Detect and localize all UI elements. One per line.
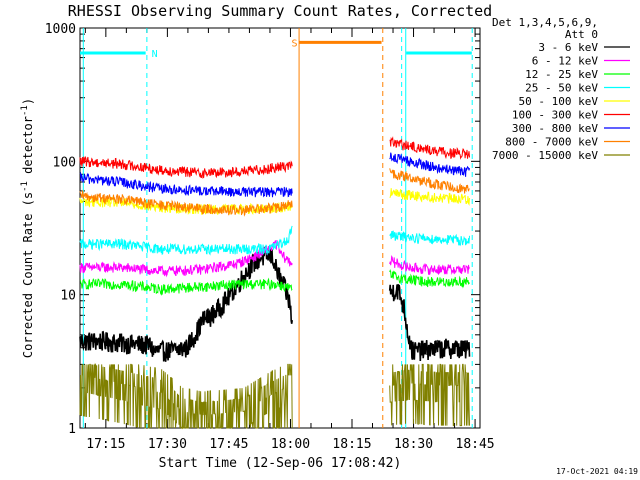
series-line bbox=[79, 225, 293, 256]
legend-header: Att 0 bbox=[565, 28, 598, 41]
y-tick-label: 1000 bbox=[45, 22, 76, 37]
series-line bbox=[79, 171, 293, 198]
y-axis-label-part-2: detector bbox=[21, 116, 35, 181]
legend-entry-label: 50 - 100 keV bbox=[519, 95, 599, 108]
series-line bbox=[79, 189, 293, 217]
x-tick-label: 18:00 bbox=[271, 437, 310, 452]
x-tick-label: 17:30 bbox=[148, 437, 187, 452]
series-line bbox=[389, 188, 470, 206]
y-axis-label-part-1: Corrected Count Rate (s bbox=[21, 192, 35, 358]
date-stamp: 17-Oct-2021 04:19 bbox=[556, 467, 638, 476]
series-line bbox=[389, 136, 470, 160]
y-tick-label: 100 bbox=[53, 155, 76, 170]
series-line bbox=[389, 230, 470, 247]
series-line bbox=[389, 269, 470, 289]
series-line bbox=[389, 152, 470, 177]
series-line bbox=[79, 362, 293, 430]
y-axis-ticks: 1 10 100 1000 bbox=[45, 22, 480, 437]
y-tick-label: 10 bbox=[60, 289, 76, 304]
x-tick-label: 17:15 bbox=[86, 437, 125, 452]
series-line bbox=[389, 168, 470, 194]
series-line bbox=[388, 284, 471, 362]
time-markers bbox=[82, 28, 473, 428]
legend-entry-label: 7000 - 15000 keV bbox=[492, 149, 598, 162]
x-tick-label: 17:45 bbox=[209, 437, 248, 452]
series-line bbox=[79, 245, 293, 362]
annotation-label: S bbox=[291, 38, 297, 49]
series-line bbox=[79, 239, 293, 278]
y-tick-label: 1 bbox=[68, 422, 76, 437]
y-axis-label-superscript-2: -1 bbox=[20, 105, 30, 116]
legend-header: Det 1,3,4,5,6,9, bbox=[492, 16, 598, 29]
legend-entry-label: 300 - 800 keV bbox=[512, 122, 598, 135]
x-tick-label: 18:30 bbox=[394, 437, 433, 452]
annotation-label: N bbox=[152, 49, 158, 60]
legend-entry-label: 3 - 6 keV bbox=[538, 41, 598, 54]
legend-entry-label: 25 - 50 keV bbox=[525, 82, 598, 95]
x-axis-ticks: 17:15 17:30 17:45 18:00 18:15 18:30 18:45 bbox=[84, 28, 495, 452]
legend-entry-label: 800 - 7000 keV bbox=[505, 136, 598, 149]
series-line bbox=[79, 155, 293, 180]
series-lines bbox=[79, 136, 471, 430]
legend-entry-label: 100 - 300 keV bbox=[512, 109, 598, 122]
x-tick-label: 18:45 bbox=[456, 437, 495, 452]
series-line bbox=[389, 363, 470, 427]
y-axis-label: Corrected Count Rate (s-1 detector-1) bbox=[20, 98, 35, 358]
legend-entry-label: 6 - 12 keV bbox=[532, 55, 599, 68]
x-axis-label: Start Time (12-Sep-06 17:08:42) bbox=[159, 456, 402, 471]
y-axis-label-part-3: ) bbox=[21, 98, 35, 105]
series-line bbox=[79, 277, 293, 296]
y-axis-label-superscript-1: -1 bbox=[20, 181, 30, 192]
x-tick-label: 18:15 bbox=[332, 437, 371, 452]
legend-entry-label: 12 - 25 keV bbox=[525, 68, 598, 81]
observation-annotations: NS bbox=[80, 38, 472, 60]
chart-title: RHESSI Observing Summary Count Rates, Co… bbox=[68, 2, 492, 20]
series-line bbox=[389, 254, 470, 275]
